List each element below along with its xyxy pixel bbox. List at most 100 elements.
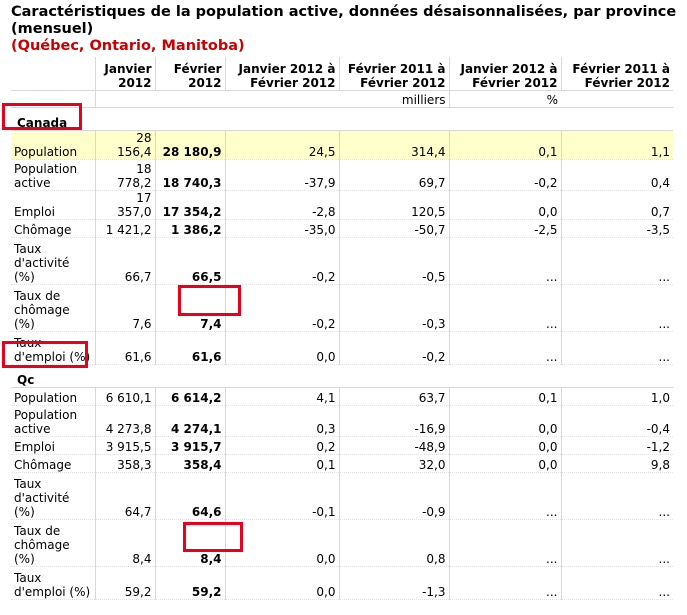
cell-value: 28 180,9 — [154, 130, 225, 160]
row-label: Taux de chômage (%) — [11, 519, 95, 567]
cell-value: 8,4 — [94, 519, 155, 567]
units-left: milliers — [94, 90, 449, 108]
row-label: Population — [11, 387, 95, 406]
annotation-box-qc-rate — [183, 522, 243, 552]
cell-value: 64,7 — [94, 472, 155, 520]
cell-value: ... — [448, 284, 561, 332]
table-row: Taux d'emploi (%) 61,6 61,6 0,0 -0,2...... — [11, 331, 673, 365]
row-label: Population — [11, 130, 95, 160]
cell-value: 66,7 — [94, 237, 155, 285]
cell-value: 120,5 — [338, 190, 449, 220]
cell-value: -2,5 — [448, 219, 561, 238]
cell-value: ... — [448, 331, 561, 365]
cell-value: 0,1 — [224, 454, 339, 473]
cell-value: 1 421,2 — [94, 219, 155, 238]
col-header: Janvier 2012 à Février 2012 — [448, 57, 561, 91]
cell-value: 0,8 — [338, 519, 449, 567]
col-header: Janvier 2012 à Février 2012 — [224, 57, 339, 91]
cell-value: 314,4 — [338, 130, 449, 160]
row-label: Taux d'activité (%) — [11, 472, 95, 520]
cell-value: 6 614,2 — [154, 387, 225, 406]
cell-value: -50,7 — [338, 219, 449, 238]
row-label: Emploi — [11, 190, 95, 220]
row-label: Chômage — [11, 219, 95, 238]
cell-value: 69,7 — [338, 159, 449, 191]
cell-value: 4 274,1 — [154, 405, 225, 437]
cell-value: 32,0 — [338, 454, 449, 473]
cell-value: -0,5 — [338, 237, 449, 285]
labour-force-table: Janvier 2012 Février 2012 Janvier 2012 à… — [11, 57, 673, 600]
table-subtitle: (Québec, Ontario, Manitoba) — [11, 38, 245, 54]
table-row: Population 28 156,4 28 180,9 24,5 314,4 0,1 1,… — [11, 130, 673, 160]
cell-value: ... — [448, 472, 561, 520]
cell-value: 0,4 — [560, 159, 673, 191]
cell-value: 17 357,0 — [94, 190, 155, 220]
table-row: Population active 18 778,2 18 740,3 -37,9 69… — [11, 159, 673, 191]
cell-value: -16,9 — [338, 405, 449, 437]
cell-value: 18 740,3 — [154, 159, 225, 191]
cell-value: -0,2 — [224, 284, 339, 332]
cell-value: 3 915,5 — [94, 436, 155, 455]
cell-value: -37,9 — [224, 159, 339, 191]
cell-value: ... — [560, 566, 673, 600]
cell-value: -0,2 — [224, 237, 339, 285]
cell-value: 0,7 — [560, 190, 673, 220]
units-row: milliers % — [11, 90, 673, 108]
table-row: Emploi 17 357,0 17 354,2 -2,8 120,5 0,0 0,7 — [11, 190, 673, 220]
cell-value: 0,0 — [448, 454, 561, 473]
table-row: Taux d'activité (%) 66,7 66,5 -0,2 -0,5.....… — [11, 237, 673, 285]
cell-value: -0,1 — [224, 472, 339, 520]
table-row: Population active 4 273,8 4 274,1 0,3 -16,9 0… — [11, 405, 673, 437]
cell-value: 66,5 — [154, 237, 225, 285]
table-row: Chômage 358,3 358,4 0,1 32,0 0,0 9,8 — [11, 454, 673, 473]
cell-value: ... — [560, 237, 673, 285]
cell-value: 3 915,7 — [154, 436, 225, 455]
page-title: Caractéristiques de la population active… — [11, 4, 681, 55]
group-row: Qc — [11, 364, 673, 388]
col-header: Février 2012 — [154, 57, 225, 91]
cell-value: ... — [560, 284, 673, 332]
row-label: Emploi — [11, 436, 95, 455]
row-label: Taux d'activité (%) — [11, 237, 95, 285]
cell-value: 18 778,2 — [94, 159, 155, 191]
cell-value: 4 273,8 — [94, 405, 155, 437]
cell-value: -0,9 — [338, 472, 449, 520]
cell-value: 1,1 — [560, 130, 673, 160]
cell-value: 4,1 — [224, 387, 339, 406]
cell-value: -0,2 — [448, 159, 561, 191]
cell-value: ... — [560, 472, 673, 520]
cell-value: 24,5 — [224, 130, 339, 160]
cell-value: 0,1 — [448, 387, 561, 406]
cell-value: ... — [560, 331, 673, 365]
cell-value: -0,2 — [338, 331, 449, 365]
cell-value: -1,2 — [560, 436, 673, 455]
annotation-box-canada — [2, 103, 82, 130]
cell-value: 28 156,4 — [94, 130, 155, 160]
cell-value: ... — [448, 237, 561, 285]
cell-value: 8,4 — [154, 519, 225, 567]
row-label: Taux d'emploi (%) — [11, 566, 95, 600]
cell-value: 7,4 — [154, 284, 225, 332]
table-row: Chômage 1 421,2 1 386,2 -35,0 -50,7 -2,5 -3,5 — [11, 219, 673, 238]
table-row: Taux de chômage (%) 7,6 7,4 -0,2 -0,3...... — [11, 284, 673, 332]
row-label: Taux de chômage (%) — [11, 284, 95, 332]
row-label: Chômage — [11, 454, 95, 473]
cell-value: 0,0 — [224, 519, 339, 567]
cell-value: 1,0 — [560, 387, 673, 406]
cell-value: -1,3 — [338, 566, 449, 600]
cell-value: -0,4 — [560, 405, 673, 437]
cell-value: 63,7 — [338, 387, 449, 406]
cell-value: 6 610,1 — [94, 387, 155, 406]
annotation-box-qc — [2, 341, 88, 368]
table-row: Taux d'emploi (%) 59,2 59,2 0,0 -1,3...... — [11, 566, 673, 600]
row-label: Population active — [11, 159, 95, 191]
header-corner — [11, 57, 95, 91]
cell-value: 358,3 — [94, 454, 155, 473]
cell-value: 358,4 — [154, 454, 225, 473]
cell-value: 17 354,2 — [154, 190, 225, 220]
group-name: Qc — [11, 364, 673, 388]
cell-value: 0,1 — [448, 130, 561, 160]
cell-value: 64,6 — [154, 472, 225, 520]
table-row: Population 6 610,1 6 614,2 4,1 63,7 0,1 1,0 — [11, 387, 673, 406]
cell-value: 0,2 — [224, 436, 339, 455]
